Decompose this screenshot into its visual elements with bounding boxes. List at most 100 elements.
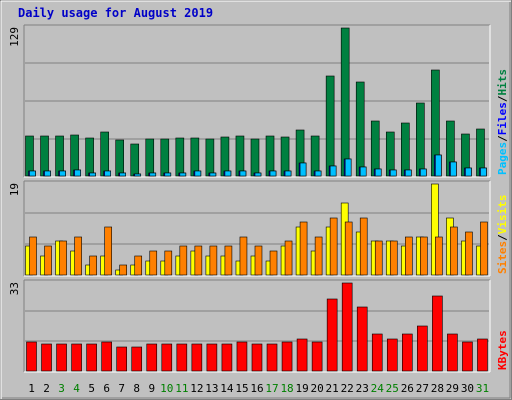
x-tick-label-day-2: 2	[43, 382, 50, 395]
bar-sites-day-24	[374, 240, 383, 276]
bar-sites-day-7	[119, 264, 127, 276]
bar-sites-day-3	[59, 240, 67, 276]
x-tick-label-day-7: 7	[118, 382, 125, 395]
bar-hits-day-24	[370, 120, 380, 177]
bar-hits-day-22	[340, 27, 350, 177]
bar-pages-day-19	[299, 162, 307, 177]
bar-kbytes-day-23	[356, 306, 368, 372]
bar-kbytes-day-22	[341, 282, 353, 372]
x-tick-label-day-20: 20	[311, 382, 324, 395]
bar-sites-day-21	[329, 217, 338, 276]
bar-hits-day-2	[40, 135, 49, 177]
y-max-label: 19	[8, 183, 21, 196]
bar-kbytes-day-24	[371, 333, 383, 372]
bar-kbytes-day-19	[296, 338, 308, 372]
bar-pages-day-20	[314, 170, 322, 177]
bar-pages-day-29	[450, 161, 457, 177]
bar-hits-day-13	[205, 138, 215, 177]
x-tick-label-day-31: 31	[476, 382, 489, 395]
x-tick-label-day-23: 23	[356, 382, 369, 395]
x-tick-label-day-24: 24	[371, 382, 385, 395]
bar-hits-day-14	[220, 136, 230, 177]
bar-hits-day-25	[385, 131, 395, 177]
x-tick-label-day-9: 9	[148, 382, 155, 395]
bar-hits-day-12	[190, 137, 200, 177]
bar-pages-day-5	[89, 172, 96, 177]
legend-bottom: KBytes	[496, 330, 509, 370]
legend-entry: Pages	[496, 142, 509, 175]
bar-pages-day-15	[239, 170, 247, 177]
bar-pages-day-24	[374, 168, 382, 177]
bar-pages-day-14	[224, 170, 232, 177]
bar-kbytes-day-3	[56, 343, 67, 372]
bar-kbytes-day-11	[176, 343, 188, 372]
bar-sites-day-15	[239, 236, 248, 276]
bar-kbytes-day-12	[191, 343, 203, 372]
bar-sites-day-29	[450, 226, 458, 276]
x-tick-label-day-28: 28	[431, 382, 444, 395]
bar-pages-day-28	[435, 154, 442, 177]
bar-hits-day-16	[250, 138, 260, 177]
x-tick-label-day-27: 27	[416, 382, 429, 395]
bar-kbytes-day-27	[417, 325, 428, 372]
bar-sites-day-10	[164, 250, 173, 276]
x-tick-label-day-3: 3	[58, 382, 65, 395]
legend-entry: /	[496, 135, 509, 142]
bar-kbytes-day-26	[402, 333, 413, 372]
bar-kbytes-day-30	[462, 341, 473, 372]
bar-pages-day-31	[480, 167, 487, 177]
bar-kbytes-day-20	[311, 341, 323, 372]
bar-hits-day-1	[25, 135, 34, 177]
bar-pages-day-17	[269, 170, 277, 177]
x-tick-label-day-26: 26	[401, 382, 414, 395]
x-tick-label-day-19: 19	[295, 382, 308, 395]
bar-hits-day-9	[145, 138, 155, 177]
legend-entry: /	[496, 95, 509, 102]
bar-pages-day-1	[29, 170, 36, 177]
x-tick-label-day-4: 4	[73, 382, 80, 395]
bar-sites-day-27	[420, 236, 428, 276]
x-tick-label-day-10: 10	[160, 382, 173, 395]
y-max-label: 129	[8, 27, 21, 47]
bar-sites-day-26	[405, 236, 413, 276]
bar-kbytes-day-17	[266, 343, 278, 372]
x-tick-label-day-30: 30	[461, 382, 474, 395]
bar-sites-day-6	[104, 226, 112, 276]
chart-title: Daily usage for August 2019	[18, 6, 213, 20]
bar-pages-day-13	[209, 172, 217, 177]
x-tick-label-day-14: 14	[220, 382, 234, 395]
bar-sites-day-23	[359, 217, 368, 276]
bar-kbytes-day-15	[236, 341, 248, 372]
bar-hits-day-15	[235, 135, 245, 177]
legend-entry: Hits	[496, 69, 509, 96]
bar-kbytes-day-5	[86, 343, 97, 372]
bar-sites-day-17	[269, 250, 278, 276]
x-tick-label-day-18: 18	[280, 382, 293, 395]
bar-sites-day-30	[465, 231, 473, 276]
bar-sites-day-31	[480, 221, 488, 276]
bar-sites-day-28	[435, 236, 443, 276]
bar-kbytes-day-25	[386, 338, 398, 372]
bar-pages-day-9	[149, 172, 157, 177]
bar-kbytes-day-16	[251, 343, 263, 372]
bar-sites-day-19	[299, 221, 308, 276]
legend-entry: KBytes	[496, 330, 509, 370]
bar-pages-day-6	[104, 170, 111, 177]
bar-pages-day-21	[329, 165, 337, 177]
bar-sites-day-1	[29, 236, 37, 276]
x-tick-label-day-25: 25	[386, 382, 399, 395]
x-tick-label-day-12: 12	[190, 382, 203, 395]
bar-hits-day-23	[355, 81, 365, 177]
bar-visits-day-28	[431, 183, 439, 276]
bar-hits-day-18	[280, 136, 290, 177]
bar-pages-day-2	[44, 170, 51, 177]
bar-hits-day-5	[85, 137, 94, 177]
bar-sites-day-16	[254, 245, 263, 276]
x-tick-label-day-11: 11	[175, 382, 188, 395]
bar-pages-day-11	[179, 172, 187, 177]
bar-sites-day-8	[134, 255, 143, 276]
bar-sites-day-25	[389, 240, 398, 276]
bar-hits-day-11	[175, 137, 185, 177]
bar-sites-day-18	[284, 240, 293, 276]
bar-pages-day-26	[405, 169, 412, 177]
